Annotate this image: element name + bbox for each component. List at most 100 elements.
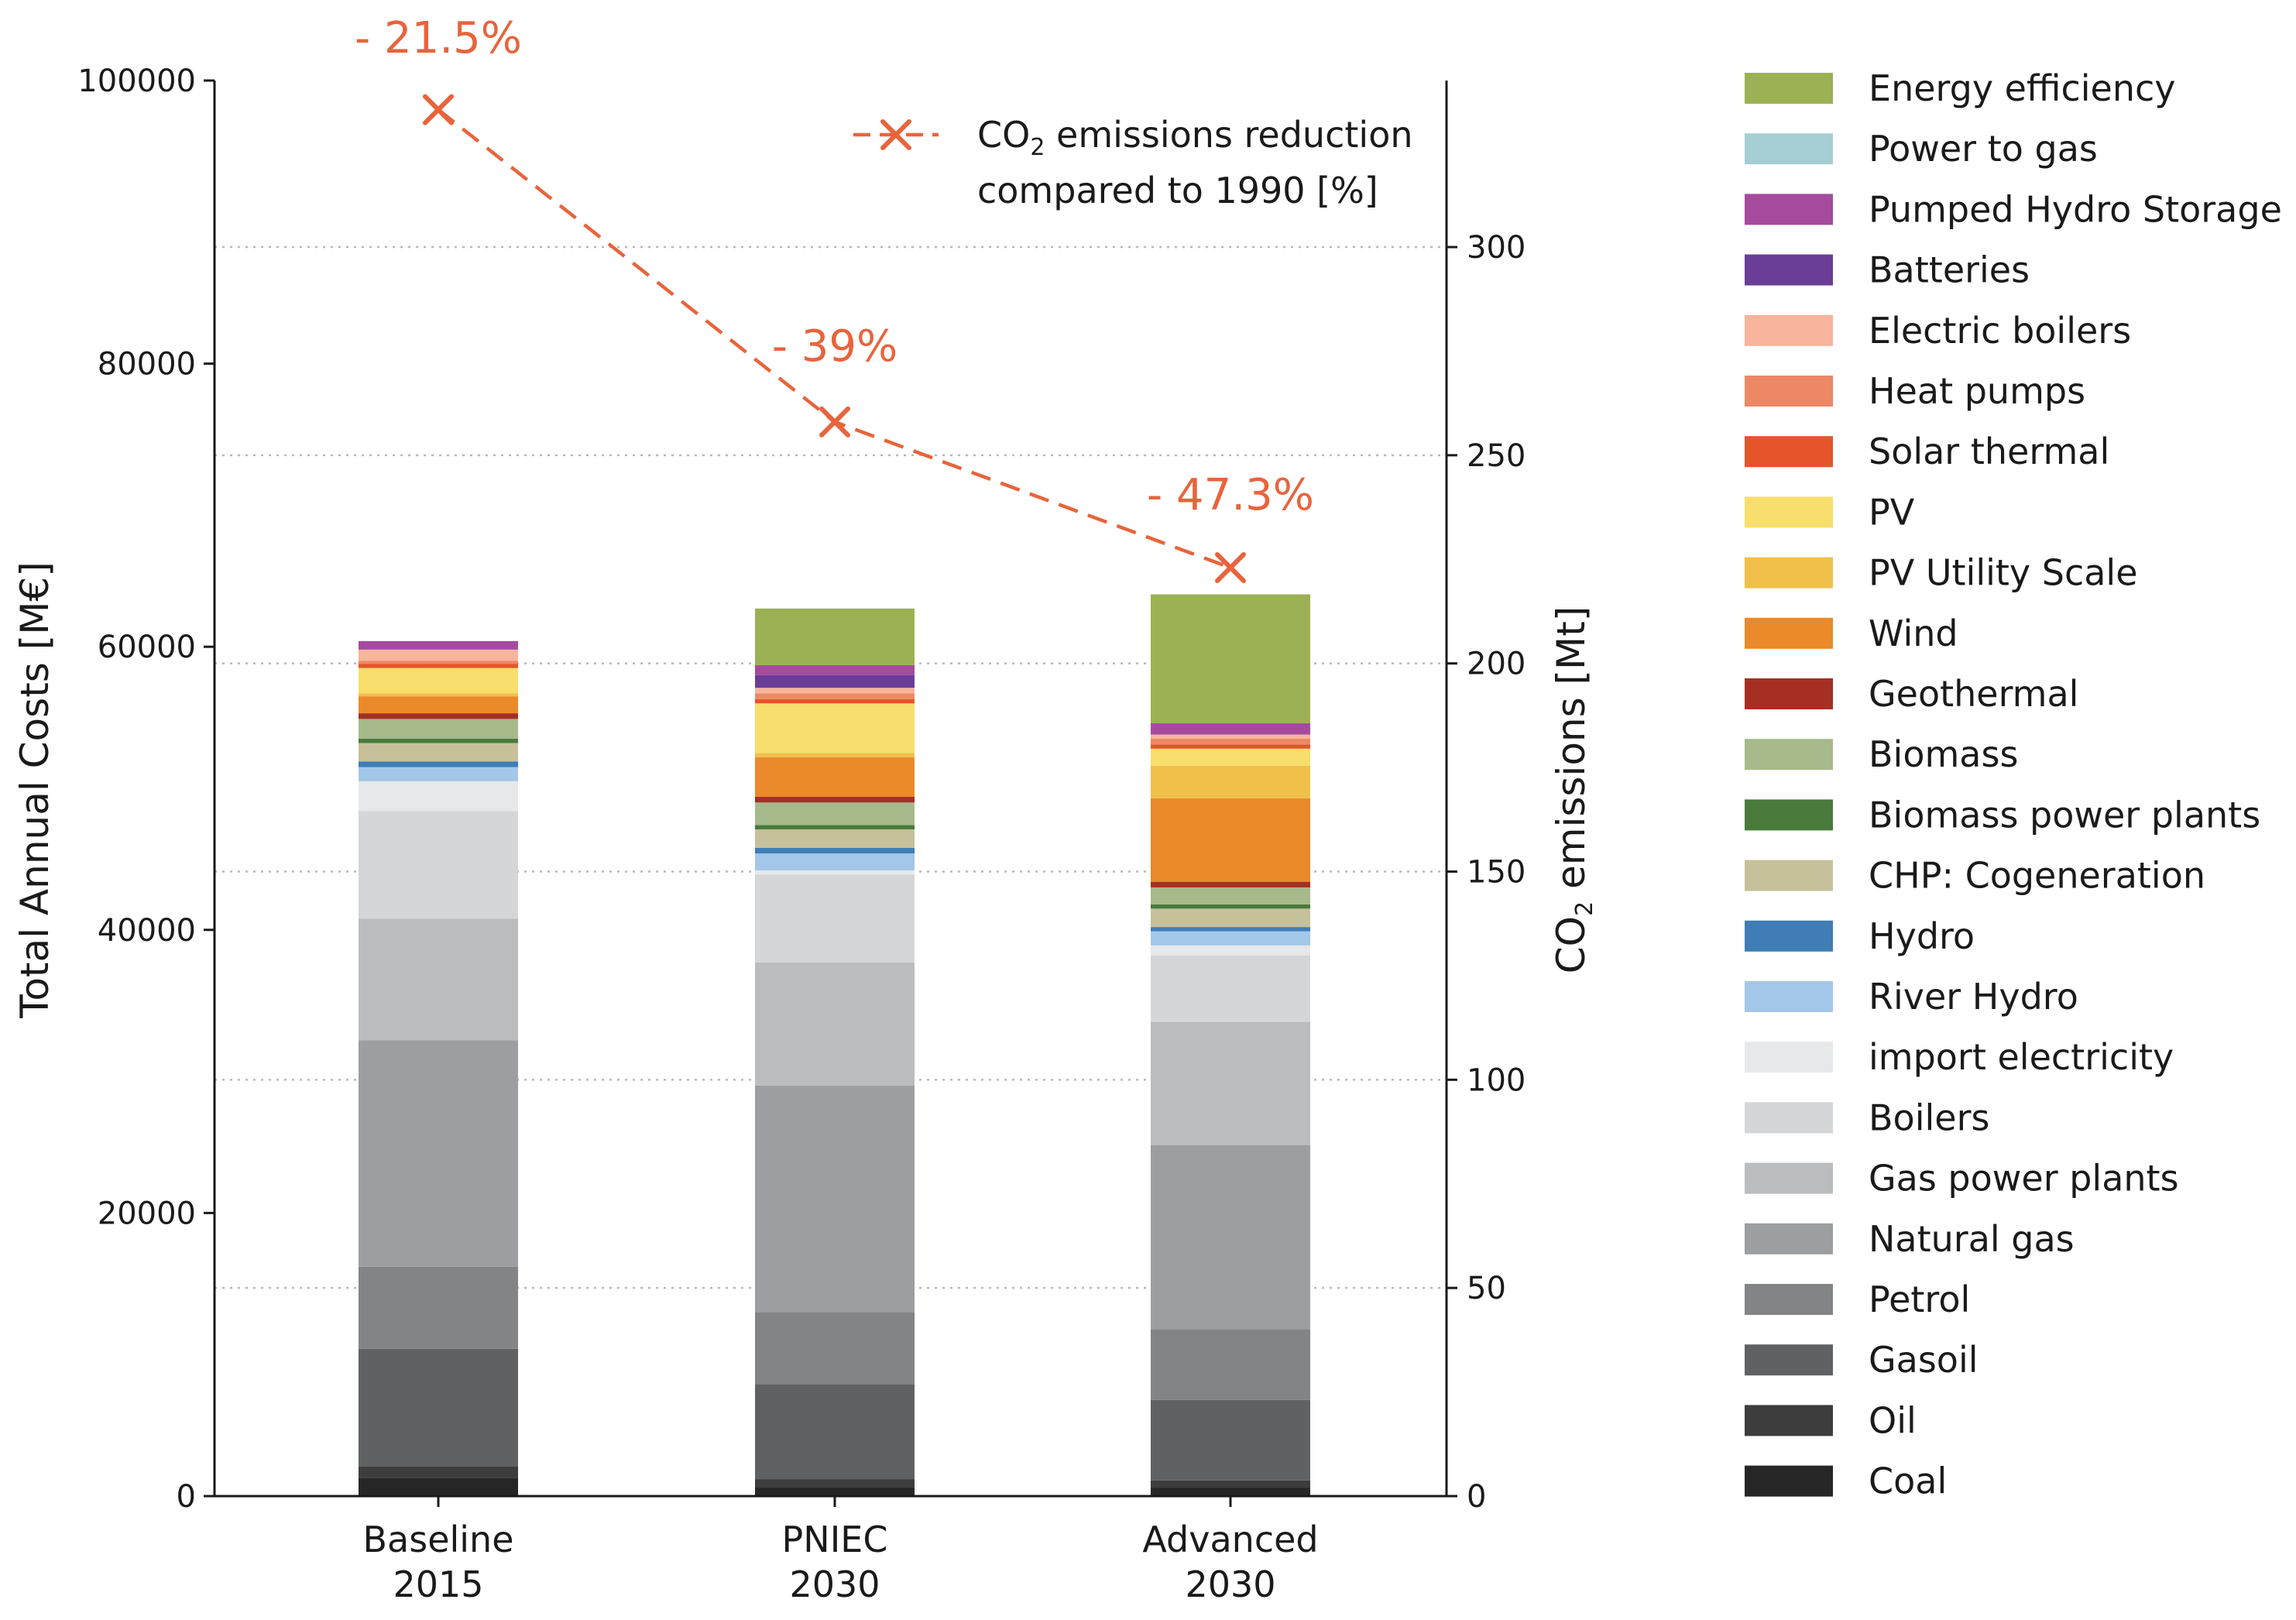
bar-segment-electric-boilers [359, 649, 518, 661]
legend-label: PV Utility Scale [1869, 552, 2138, 594]
legend-label: Coal [1869, 1460, 1947, 1502]
legend-label: Geothermal [1869, 673, 2078, 715]
legend-label: Heat pumps [1869, 370, 2085, 412]
bar-segment-river-hydro [755, 853, 915, 871]
legend-swatch [1745, 376, 1833, 407]
legend-label: import electricity [1869, 1036, 2174, 1078]
bar-segment-chp-cogeneration [755, 829, 915, 848]
co2-legend-marker [880, 119, 911, 150]
bar-segment-gasoil [359, 1348, 518, 1467]
legend-item-natural-gas: Natural gas [1745, 1218, 2075, 1260]
bar-segment-gasoil [1151, 1399, 1310, 1481]
bar-segment-pv [1151, 748, 1310, 766]
legend-label: Electric boilers [1869, 310, 2131, 352]
x-tick-label: 2030 [789, 1563, 880, 1605]
bar-segment-solar-thermal [359, 664, 518, 668]
y2-tick-label: 200 [1467, 647, 1526, 682]
bar-segment-wind [1151, 798, 1310, 882]
legend-label: River Hydro [1869, 976, 2078, 1018]
legend-swatch [1745, 1344, 1833, 1376]
legend-item-geothermal: Geothermal [1745, 673, 2078, 715]
y2-tick-label: 150 [1467, 855, 1526, 891]
legend-label: Oil [1869, 1399, 1917, 1441]
bar-segment-hydro [359, 761, 518, 767]
legend-swatch [1745, 73, 1833, 104]
bar-segment-gasoil [755, 1384, 915, 1480]
bar-segment-chp-cogeneration [359, 743, 518, 762]
legend-item-coal: Coal [1745, 1460, 1947, 1502]
y-axis-label: Total Annual Costs [M€] [12, 561, 57, 1018]
bar-segment-biomass [1151, 887, 1310, 904]
legend-swatch [1745, 436, 1833, 468]
bars [359, 594, 1310, 1496]
bar-segment-boilers [359, 811, 518, 919]
legend-label: Petrol [1869, 1278, 1970, 1320]
bar-segment-pv-utility-scale [755, 753, 915, 757]
bar-segment-biomass-power-plants [359, 739, 518, 743]
co2-reduction-labels: - 21.5% - 39% - 47.3% [355, 13, 1314, 520]
bar-segment-pumped-hydro-storage [359, 640, 518, 650]
y-tick-label: 40000 [98, 913, 196, 949]
y2-tick-label: 300 [1467, 230, 1526, 266]
bar-segment-geothermal [1151, 881, 1310, 887]
bar-segment-import-electricity [359, 781, 518, 812]
bar-segment-natural-gas [359, 1040, 518, 1267]
legend-label: Wind [1869, 613, 1958, 654]
bar-segment-river-hydro [1151, 931, 1310, 946]
legend-item-pumped-hydro-storage: Pumped Hydro Storage [1745, 188, 2282, 230]
legend-swatch [1745, 920, 1833, 952]
y-tick-label: 100000 [77, 63, 196, 99]
legend-label: Pumped Hydro Storage [1869, 188, 2282, 230]
bar-segment-gas-power-plants [359, 918, 518, 1041]
legend-item-batteries: Batteries [1745, 249, 2030, 291]
bar-segment-oil [755, 1479, 915, 1488]
x-tick-label: Baseline [362, 1519, 513, 1560]
y2-axis-label: CO2 emissions [Mt] [1549, 606, 1598, 974]
bar-segment-heat-pumps [755, 693, 915, 699]
bar-segment-biomass [755, 802, 915, 825]
legend-label: Biomass [1869, 733, 2018, 775]
y-tick-label: 20000 [98, 1196, 196, 1231]
y-tick-label: 60000 [98, 630, 196, 665]
legend-label: PV [1869, 491, 1915, 533]
x-tick-label: 2030 [1185, 1563, 1275, 1605]
legend-item-chp-cogeneration: CHP: Cogeneration [1745, 855, 2205, 897]
legend-label: Gasoil [1869, 1339, 1979, 1381]
axes [213, 81, 1448, 1498]
legend-swatch [1745, 1465, 1833, 1497]
legend-item-biomass-power-plants: Biomass power plants [1745, 794, 2260, 836]
legend-item-boilers: Boilers [1745, 1097, 1989, 1138]
co2-legend-label: CO2 emissions reduction [977, 114, 1413, 161]
legend-label: Biomass power plants [1869, 794, 2260, 836]
ticks-left: 0 20000 40000 60000 80000 100000 [77, 63, 214, 1515]
legend-item-wind: Wind [1745, 613, 1958, 654]
bar-segment-coal [359, 1478, 518, 1496]
bar-segment-petrol [1151, 1329, 1310, 1400]
bar-segment-coal [755, 1488, 915, 1496]
legend-swatch [1745, 1102, 1833, 1134]
bar-segment-geothermal [359, 713, 518, 719]
legend-item-pv-utility-scale: PV Utility Scale [1745, 552, 2138, 594]
legend-swatch [1745, 133, 1833, 165]
bar-segment-biomass-power-plants [1151, 904, 1310, 909]
co2-marker [1215, 552, 1246, 584]
bar-segment-pumped-hydro-storage [1151, 722, 1310, 735]
legend-item-hydro: Hydro [1745, 915, 1975, 957]
co2-line-legend: CO2 emissions reduction compared to 1990 … [853, 114, 1413, 211]
legend-label: CHP: Cogeneration [1869, 855, 2205, 897]
bar-segment-electric-boilers [755, 688, 915, 694]
legend-swatch [1745, 1284, 1833, 1315]
legend-swatch [1745, 739, 1833, 771]
bar-segment-wind [755, 757, 915, 797]
x-tick-label: 2015 [393, 1563, 483, 1605]
legend-label: Boilers [1869, 1097, 1989, 1138]
legend-item-heat-pumps: Heat pumps [1745, 370, 2085, 412]
legend-item-river-hydro: River Hydro [1745, 976, 2078, 1018]
co2-reduction-label: - 47.3% [1147, 470, 1314, 520]
bar-segment-petrol [755, 1312, 915, 1385]
legend-swatch [1745, 799, 1833, 831]
bar-segment-pv [755, 703, 915, 753]
bar-segment-solar-thermal [755, 698, 915, 704]
legend-swatch [1745, 194, 1833, 225]
co2-marker [819, 406, 850, 438]
